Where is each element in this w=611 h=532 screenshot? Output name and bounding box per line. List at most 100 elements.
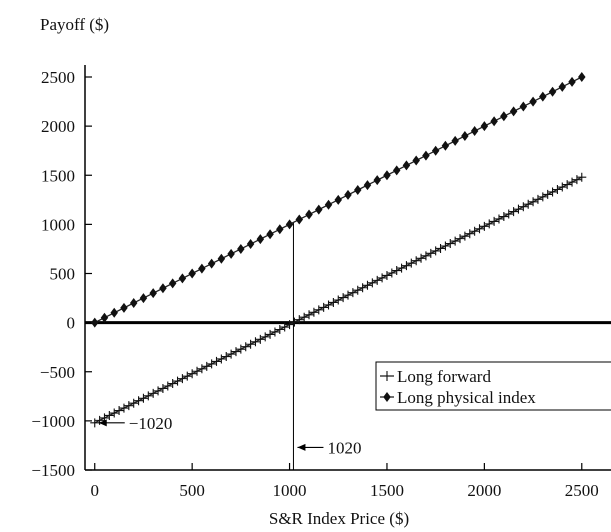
point-long-physical-index bbox=[578, 72, 586, 82]
point-long-forward bbox=[416, 253, 426, 263]
point-long-physical-index bbox=[568, 76, 576, 87]
point-long-physical-index bbox=[305, 209, 313, 220]
point-long-forward bbox=[270, 327, 280, 337]
point-long-forward bbox=[109, 408, 119, 418]
annotation-label: −1020 bbox=[129, 414, 173, 433]
point-long-forward bbox=[455, 234, 465, 244]
point-long-forward bbox=[518, 202, 528, 212]
point-long-forward bbox=[314, 305, 324, 315]
y-tick-label: −1500 bbox=[31, 461, 75, 480]
point-long-forward bbox=[202, 361, 212, 371]
point-long-forward bbox=[114, 406, 124, 416]
annotations: −1020 1020 bbox=[98, 414, 361, 457]
point-long-forward bbox=[319, 302, 329, 312]
point-long-physical-index bbox=[558, 81, 567, 92]
point-long-forward bbox=[275, 325, 285, 335]
point-long-physical-index bbox=[100, 312, 109, 323]
point-long-forward bbox=[285, 320, 295, 330]
point-long-forward bbox=[177, 374, 187, 384]
point-long-physical-index bbox=[188, 268, 196, 279]
point-long-forward bbox=[557, 182, 567, 192]
point-long-forward bbox=[338, 293, 348, 303]
point-long-forward bbox=[509, 207, 519, 217]
point-long-physical-index bbox=[529, 96, 537, 107]
point-long-physical-index bbox=[139, 293, 148, 304]
point-long-forward bbox=[440, 241, 450, 251]
annotation-label: 1020 bbox=[327, 438, 361, 457]
point-long-physical-index bbox=[334, 194, 343, 205]
point-long-forward bbox=[392, 266, 402, 276]
point-long-forward bbox=[163, 381, 173, 391]
point-long-physical-index bbox=[324, 199, 333, 210]
point-long-physical-index bbox=[129, 297, 138, 308]
point-long-forward bbox=[367, 278, 377, 288]
point-long-forward bbox=[124, 401, 134, 411]
point-long-physical-index bbox=[120, 302, 128, 313]
point-long-forward bbox=[552, 184, 562, 194]
point-long-forward bbox=[572, 175, 582, 185]
point-long-physical-index bbox=[353, 184, 362, 195]
point-long-forward bbox=[231, 347, 241, 357]
point-long-forward bbox=[328, 297, 338, 307]
point-long-forward bbox=[567, 177, 577, 187]
point-long-forward bbox=[484, 219, 494, 229]
point-long-forward bbox=[426, 248, 436, 258]
point-long-physical-index bbox=[207, 258, 216, 269]
point-long-physical-index bbox=[539, 91, 547, 102]
point-long-forward bbox=[387, 268, 397, 278]
point-long-forward bbox=[406, 258, 416, 268]
point-long-forward bbox=[299, 312, 309, 322]
point-long-physical-index bbox=[470, 126, 479, 137]
point-long-forward bbox=[411, 256, 421, 266]
point-long-forward bbox=[382, 270, 392, 280]
y-axis-ticks: 2500 2000 1500 1000 500 0 −500 −1000 −1500 bbox=[31, 68, 92, 480]
point-long-forward bbox=[494, 214, 504, 224]
legend-marker-long-physical-index bbox=[380, 392, 394, 402]
point-long-physical-index bbox=[178, 273, 187, 284]
point-long-physical-index bbox=[285, 219, 294, 230]
point-long-forward bbox=[289, 317, 299, 327]
annotation-1: 1020 bbox=[297, 438, 361, 457]
point-long-forward bbox=[260, 332, 270, 342]
point-long-physical-index bbox=[168, 278, 177, 289]
point-long-physical-index bbox=[363, 180, 372, 191]
y-tick-label: 1500 bbox=[41, 166, 75, 185]
point-long-physical-index bbox=[412, 155, 420, 166]
x-axis-ticks: 0 500 1000 1500 2000 2500 bbox=[90, 463, 599, 500]
point-long-forward bbox=[90, 418, 100, 428]
point-long-forward bbox=[294, 315, 304, 325]
legend-box bbox=[375, 361, 611, 411]
point-long-forward bbox=[158, 383, 168, 393]
point-long-physical-index bbox=[490, 116, 498, 127]
point-long-forward bbox=[309, 307, 319, 317]
x-tick-label: 1000 bbox=[273, 481, 307, 500]
point-long-physical-index bbox=[461, 130, 469, 141]
x-axis-title: S&R Index Price ($) bbox=[269, 509, 409, 528]
point-long-forward bbox=[192, 366, 202, 376]
point-long-physical-index bbox=[402, 160, 411, 171]
point-long-forward bbox=[460, 231, 470, 241]
point-long-physical-index bbox=[344, 189, 352, 200]
point-long-forward bbox=[304, 310, 314, 320]
point-long-forward bbox=[134, 396, 144, 406]
x-tick-label: 1500 bbox=[370, 481, 404, 500]
point-long-physical-index bbox=[295, 214, 304, 225]
point-long-forward bbox=[548, 187, 558, 197]
point-long-forward bbox=[348, 288, 358, 298]
point-long-physical-index bbox=[373, 175, 381, 186]
point-long-forward bbox=[255, 334, 265, 344]
point-long-physical-index bbox=[149, 288, 157, 299]
point-long-physical-index bbox=[227, 248, 235, 259]
point-long-forward bbox=[168, 379, 178, 389]
legend-plus-marker bbox=[382, 371, 392, 381]
point-long-physical-index bbox=[246, 239, 255, 250]
point-long-forward bbox=[246, 339, 256, 349]
annotation-arrow-head bbox=[297, 443, 306, 451]
point-long-physical-index bbox=[480, 121, 489, 132]
point-long-forward bbox=[324, 300, 334, 310]
point-long-forward bbox=[226, 349, 236, 359]
point-long-forward bbox=[104, 410, 114, 420]
point-long-forward bbox=[533, 194, 543, 204]
x-tick-label: 2500 bbox=[565, 481, 599, 500]
point-long-forward bbox=[499, 212, 509, 222]
